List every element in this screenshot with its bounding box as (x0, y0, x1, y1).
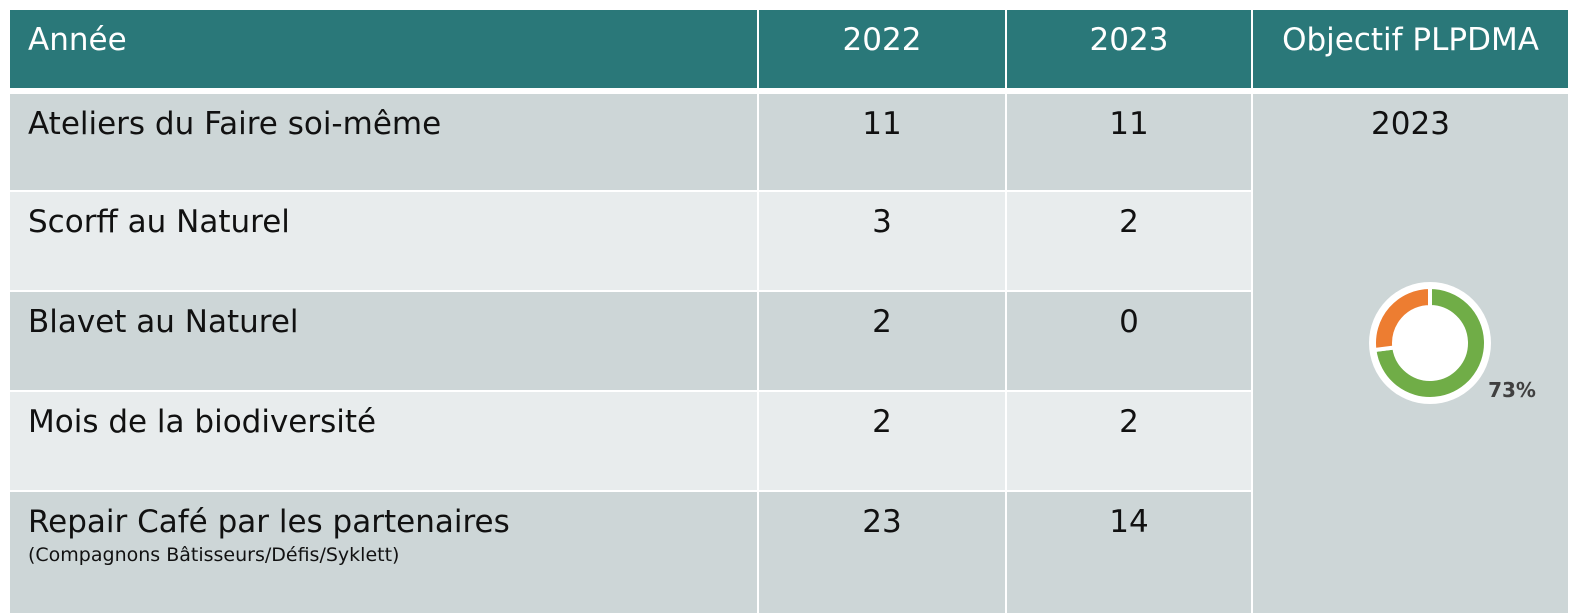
table-cell: Repair Café par les partenaires (Compagno… (10, 492, 757, 613)
table-cell-text: 2 (872, 304, 892, 340)
table-cell: 11 (1007, 94, 1251, 190)
header-cell-text: 2023 (1089, 22, 1169, 58)
table-cell-text: Blavet au Naturel (28, 304, 299, 340)
table-cell-text: 23 (862, 504, 902, 540)
table-cell-text: 2 (872, 404, 892, 440)
table-cell-text: 11 (1109, 106, 1149, 142)
table-cell: Blavet au Naturel (10, 292, 757, 390)
table-cell-text: 2 (1119, 404, 1139, 440)
table-cell-text: Scorff au Naturel (28, 204, 290, 240)
header-cell: Année (10, 10, 757, 88)
table-cell: 3 (759, 192, 1005, 290)
table-cell-text: 3 (872, 204, 892, 240)
table-cell: 23 (759, 492, 1005, 613)
table-cell: 2 (759, 292, 1005, 390)
header-cell-text: Année (28, 22, 127, 58)
header-cell-text: 2022 (842, 22, 922, 58)
table-cell: Ateliers du Faire soi-même (10, 94, 757, 190)
header-cell: 2023 (1007, 10, 1251, 88)
table-cell-text: 2 (1119, 204, 1139, 240)
table-cell-text: Mois de la biodiversité (28, 404, 377, 440)
table-cell-text: Ateliers du Faire soi-même (28, 106, 442, 142)
table-cell-text: 11 (862, 106, 902, 142)
table-cell-text: Repair Café par les partenaires (28, 504, 510, 540)
donut-segment (1372, 284, 1488, 401)
table-cell: 0 (1007, 292, 1251, 390)
table-cell-text: 14 (1109, 504, 1149, 540)
table-cell: 2 (1007, 392, 1251, 490)
table-cell: 2 (759, 392, 1005, 490)
table-cell: 11 (759, 94, 1005, 190)
donut-remainder (1372, 284, 1432, 353)
header-cell: Objectif PLPDMA (1253, 10, 1568, 88)
table-cell: 14 (1007, 492, 1251, 613)
table-cell: 2 (1007, 192, 1251, 290)
row-note: (Compagnons Bâtisseurs/Défis/Syklett) (28, 544, 400, 566)
donut-label: 73% (1488, 378, 1536, 402)
table-cell-text: 0 (1119, 304, 1139, 340)
header-cell-text: Objectif PLPDMA (1282, 22, 1539, 58)
objective-cell-text: 2023 (1371, 106, 1450, 142)
table-cell: Scorff au Naturel (10, 192, 757, 290)
header-cell: 2022 (759, 10, 1005, 88)
table-cell: Mois de la biodiversité (10, 392, 757, 490)
